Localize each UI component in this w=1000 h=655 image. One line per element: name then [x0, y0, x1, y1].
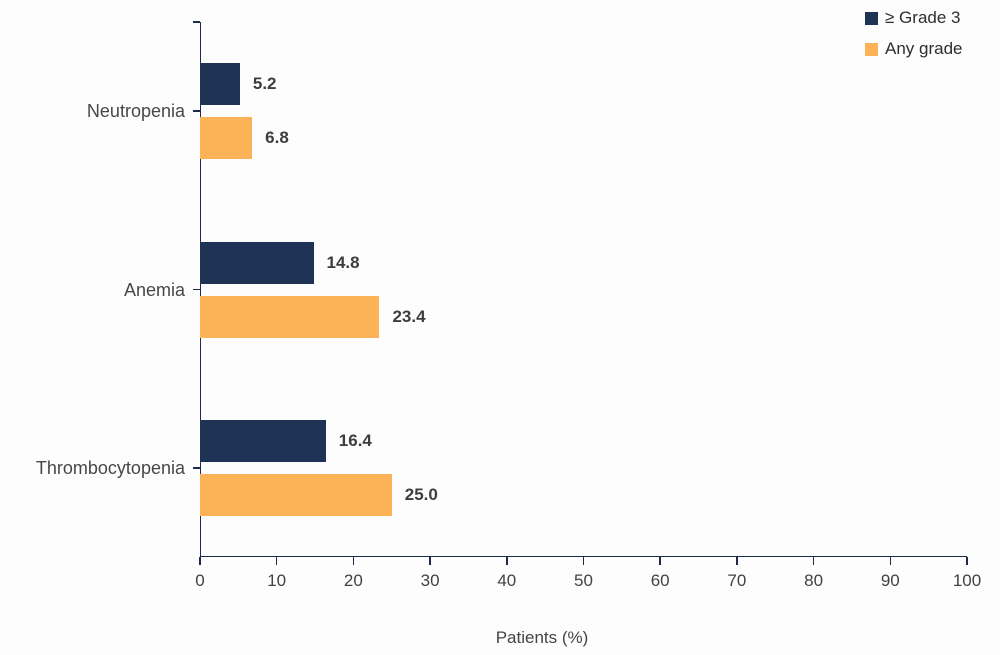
- x-tick-0: [199, 557, 201, 565]
- x-tick-label-10: 10: [267, 571, 287, 590]
- category-label-neutropenia: Neutropenia: [86, 101, 185, 122]
- bar--grade-3-anemia: [200, 241, 314, 284]
- bar-value-any-grade-thrombocytopenia: 25.0: [404, 484, 438, 504]
- x-tick-100: [966, 557, 968, 565]
- plot-area: [200, 22, 967, 557]
- x-tick-label-80: 80: [804, 571, 824, 590]
- x-tick-label-90: 90: [880, 571, 900, 590]
- x-tick-10: [275, 557, 278, 565]
- category-label-thrombocytopenia: Thrombocytopenia: [35, 457, 185, 478]
- legend-label-grade3: ≥ Grade 3: [885, 8, 961, 27]
- category-tick-neutropenia: [193, 110, 200, 112]
- bar-any-grade-thrombocytopenia: [200, 473, 392, 516]
- x-tick-70: [736, 557, 738, 565]
- legend-label-anygrade: Any grade: [885, 39, 963, 58]
- bar-any-grade-anemia: [200, 295, 380, 338]
- x-tick-label-30: 30: [420, 571, 440, 590]
- x-tick-50: [582, 557, 585, 565]
- bar--grade-3-neutropenia: [200, 63, 240, 106]
- category-tick-anemia: [193, 288, 200, 291]
- x-tick-label-0: 0: [195, 571, 205, 590]
- x-tick-80: [812, 557, 815, 565]
- legend-swatch-anygrade: [865, 42, 878, 56]
- bar-value-any-grade-anemia: 23.4: [392, 306, 426, 326]
- x-axis-title: Patients (%): [495, 628, 589, 647]
- bar-any-grade-neutropenia: [200, 117, 253, 160]
- x-tick-label-60: 60: [650, 571, 670, 590]
- legend-swatch-grade3: [865, 11, 878, 25]
- bar-value--grade-3-thrombocytopenia: 16.4: [338, 430, 372, 450]
- legend-item-anygrade: Any grade: [865, 39, 963, 59]
- legend: ≥ Grade 3 Any grade: [865, 8, 963, 70]
- x-tick-label-20: 20: [343, 571, 363, 590]
- x-tick-label-70: 70: [727, 571, 747, 590]
- category-label-anemia: Anemia: [123, 279, 185, 300]
- bar-value--grade-3-anemia: 14.8: [326, 252, 360, 272]
- legend-item-grade3: ≥ Grade 3: [865, 8, 963, 28]
- x-tick-30: [429, 557, 431, 565]
- category-tick-thrombocytopenia: [193, 467, 200, 469]
- x-tick-60: [659, 557, 661, 565]
- bar-value-any-grade-neutropenia: 6.8: [265, 128, 289, 148]
- x-tick-label-40: 40: [497, 571, 517, 590]
- bar-value--grade-3-neutropenia: 5.2: [252, 74, 277, 94]
- x-tick-20: [352, 557, 355, 565]
- x-tick-40: [506, 557, 508, 565]
- bar--grade-3-thrombocytopenia: [200, 419, 326, 462]
- y-axis-top-tick: [193, 21, 200, 23]
- x-tick-label-100: 100: [952, 571, 982, 590]
- x-tick-90: [889, 557, 892, 565]
- x-tick-label-50: 50: [574, 571, 593, 590]
